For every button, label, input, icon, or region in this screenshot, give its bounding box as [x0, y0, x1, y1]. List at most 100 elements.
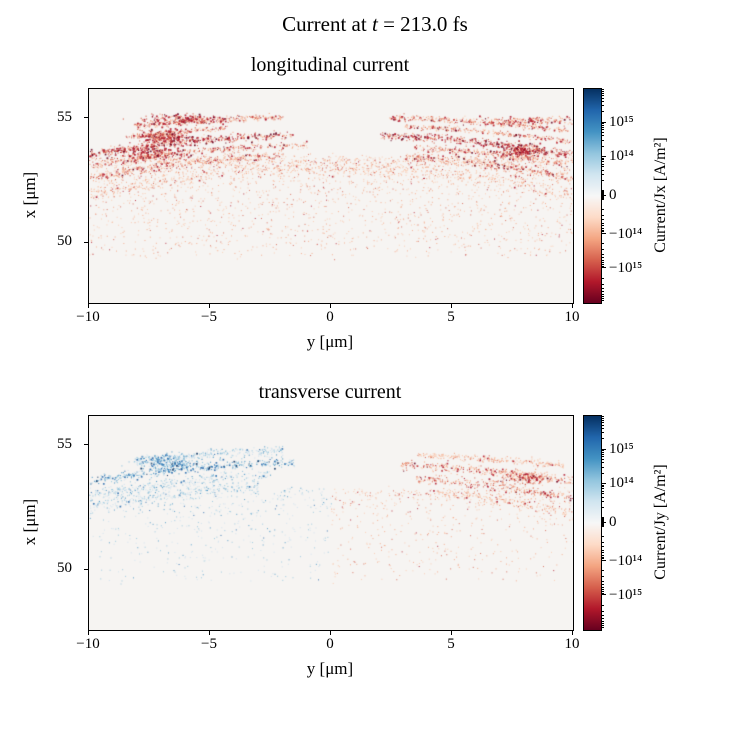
colorbar-minor-tick-mark — [602, 263, 604, 265]
colorbar-tick-label: 10¹⁴ — [609, 475, 634, 492]
x-tick-label: 0 — [326, 309, 334, 325]
colorbar-minor-tick-mark — [602, 626, 604, 628]
colorbar-minor-tick-mark — [602, 462, 604, 464]
colorbar-tick-mark — [602, 233, 606, 235]
colorbar-minor-tick-mark — [602, 438, 604, 440]
colorbar-minor-tick-mark — [602, 506, 604, 508]
colorbar-tick-label: −10¹⁴ — [609, 552, 643, 569]
x-tick-label: 10 — [564, 636, 580, 652]
x-tick-mark — [87, 631, 89, 635]
colorbar-minor-tick-mark — [602, 105, 604, 107]
colorbar-minor-tick-mark — [602, 419, 604, 421]
colorbar-minor-tick-mark — [602, 588, 604, 590]
colorbar-gradient — [584, 89, 601, 303]
colorbar-minor-tick-mark — [602, 95, 604, 97]
colorbar-minor-tick-mark — [602, 277, 604, 279]
x-tick-mark — [450, 304, 452, 308]
colorbar-minor-tick-mark — [602, 123, 604, 125]
colorbar-minor-tick-mark — [602, 222, 604, 224]
colorbar-minor-tick-mark — [602, 101, 604, 103]
colorbar-minor-tick-mark — [602, 135, 604, 137]
colorbar-tick-mark — [602, 521, 606, 523]
colorbar-minor-tick-mark — [602, 620, 604, 622]
colorbar-minor-tick-mark — [602, 261, 604, 263]
colorbar-minor-tick-mark — [602, 484, 604, 486]
colorbar-minor-tick-mark — [602, 127, 604, 129]
figure-title-post: = 213.0 fs — [377, 12, 468, 36]
colorbar-minor-tick-mark — [602, 132, 604, 134]
colorbar-minor-tick-mark — [602, 209, 604, 211]
colorbar-tick-mark — [602, 267, 606, 269]
colorbar-minor-tick-mark — [602, 432, 604, 434]
x-tick-label: 10 — [564, 309, 580, 325]
y-tick-label: 55 — [57, 435, 72, 452]
colorbar-minor-tick-mark — [602, 625, 604, 627]
y-tick-label: 55 — [57, 108, 72, 125]
figure-title-pre: Current at — [282, 12, 372, 36]
colorbar-minor-tick-mark — [602, 97, 604, 99]
subplot-title-transverse: transverse current — [258, 381, 402, 403]
colorbar-minor-tick-mark — [602, 166, 604, 168]
colorbar-minor-tick-mark — [602, 111, 604, 113]
plot-area — [88, 88, 574, 304]
colorbar-minor-tick-mark — [602, 287, 604, 289]
x-tick-label: 5 — [447, 636, 455, 652]
colorbar-minor-tick-mark — [602, 552, 604, 554]
colorbar-minor-tick-mark — [602, 231, 604, 233]
colorbar-tick-label: 10¹⁵ — [609, 114, 634, 131]
colorbar-tick-label: 0 — [609, 187, 617, 203]
colorbar-minor-tick-mark — [602, 450, 604, 452]
y-tick-label: 50 — [57, 233, 72, 250]
colorbar-tick-mark — [602, 482, 606, 484]
colorbar-minor-tick-mark — [602, 486, 604, 488]
colorbar-minor-tick-mark — [602, 256, 604, 258]
x-tick-mark — [87, 304, 89, 308]
colorbar-minor-tick-mark — [602, 590, 604, 592]
colorbar-minor-tick-mark — [602, 190, 604, 192]
plot-area — [88, 415, 574, 631]
colorbar-minor-tick-mark — [602, 253, 604, 255]
x-tick-label: −10 — [76, 309, 100, 325]
colorbar-minor-tick-mark — [602, 298, 604, 300]
colorbar-minor-tick-mark — [602, 525, 604, 527]
colorbar-tick-mark — [602, 594, 606, 596]
colorbar — [583, 415, 602, 631]
colorbar-minor-tick-mark — [602, 139, 604, 141]
y-tick-mark — [84, 568, 88, 570]
x-tick-label: 5 — [447, 309, 455, 325]
y-tick-mark — [84, 117, 88, 119]
colorbar-minor-tick-mark — [602, 291, 604, 293]
colorbar-minor-tick-mark — [602, 452, 604, 454]
colorbar-label: Current/Jy [A/m²] — [652, 464, 669, 580]
colorbar-minor-tick-mark — [602, 490, 604, 492]
colorbar-minor-tick-mark — [602, 546, 604, 548]
colorbar-minor-tick-mark — [602, 466, 604, 468]
x-tick-mark — [208, 631, 210, 635]
x-tick-mark — [208, 304, 210, 308]
colorbar-minor-tick-mark — [602, 618, 604, 620]
colorbar-minor-tick-mark — [602, 610, 604, 612]
x-tick-mark — [329, 631, 331, 635]
y-tick-label: 50 — [57, 560, 72, 577]
colorbar-tick-label: −10¹⁵ — [609, 586, 643, 603]
colorbar-minor-tick-mark — [602, 570, 604, 572]
colorbar-minor-tick-mark — [602, 536, 604, 538]
colorbar — [583, 88, 602, 304]
colorbar-minor-tick-mark — [602, 517, 604, 519]
colorbar-minor-tick-mark — [602, 580, 604, 582]
colorbar-minor-tick-mark — [602, 417, 604, 419]
colorbar-tick-mark — [602, 560, 606, 562]
colorbar-minor-tick-mark — [602, 472, 604, 474]
colorbar-minor-tick-mark — [602, 89, 604, 91]
colorbar-minor-tick-mark — [602, 145, 604, 147]
colorbar-minor-tick-mark — [602, 259, 604, 261]
colorbar-tick-label: −10¹⁵ — [609, 259, 643, 276]
colorbar-minor-tick-mark — [602, 161, 604, 163]
x-tick-label: −5 — [201, 309, 217, 325]
figure-title: Current at t = 213.0 fs — [0, 12, 750, 37]
colorbar-minor-tick-mark — [602, 416, 604, 418]
x-tick-label: −5 — [201, 636, 217, 652]
colorbar-tick-label: 0 — [609, 514, 617, 530]
colorbar-minor-tick-mark — [602, 243, 604, 245]
colorbar-minor-tick-mark — [602, 623, 604, 625]
